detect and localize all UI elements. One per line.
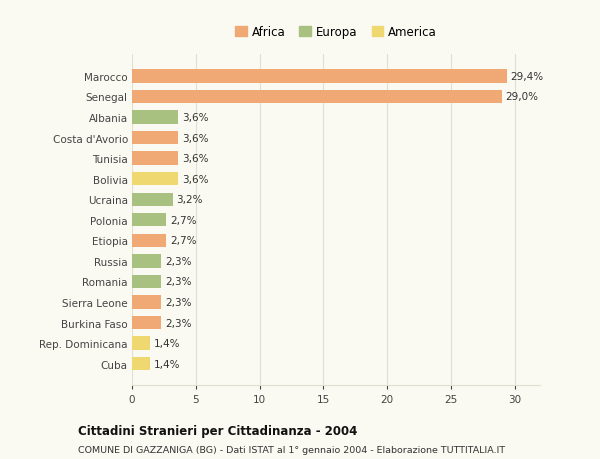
Text: 3,6%: 3,6% bbox=[182, 174, 208, 185]
Text: 2,7%: 2,7% bbox=[170, 236, 197, 246]
Bar bbox=[132, 255, 161, 268]
Bar bbox=[132, 173, 178, 186]
Text: 1,4%: 1,4% bbox=[154, 338, 180, 348]
Text: 3,2%: 3,2% bbox=[176, 195, 203, 205]
Bar bbox=[132, 111, 178, 124]
Text: 3,6%: 3,6% bbox=[182, 113, 208, 123]
Bar bbox=[132, 90, 502, 104]
Bar bbox=[132, 337, 150, 350]
Legend: Africa, Europa, America: Africa, Europa, America bbox=[230, 21, 442, 44]
Bar bbox=[132, 296, 161, 309]
Bar bbox=[132, 132, 178, 145]
Text: 2,3%: 2,3% bbox=[165, 256, 191, 266]
Text: 3,6%: 3,6% bbox=[182, 154, 208, 164]
Bar bbox=[132, 316, 161, 330]
Bar bbox=[132, 70, 507, 84]
Text: 2,7%: 2,7% bbox=[170, 215, 197, 225]
Text: 1,4%: 1,4% bbox=[154, 359, 180, 369]
Bar bbox=[132, 275, 161, 289]
Text: 2,3%: 2,3% bbox=[165, 297, 191, 308]
Bar bbox=[132, 193, 173, 207]
Text: 3,6%: 3,6% bbox=[182, 133, 208, 143]
Bar bbox=[132, 152, 178, 165]
Text: 2,3%: 2,3% bbox=[165, 277, 191, 287]
Text: COMUNE DI GAZZANIGA (BG) - Dati ISTAT al 1° gennaio 2004 - Elaborazione TUTTITAL: COMUNE DI GAZZANIGA (BG) - Dati ISTAT al… bbox=[78, 445, 505, 454]
Text: Cittadini Stranieri per Cittadinanza - 2004: Cittadini Stranieri per Cittadinanza - 2… bbox=[78, 425, 358, 437]
Bar bbox=[132, 234, 166, 247]
Bar bbox=[132, 213, 166, 227]
Text: 29,4%: 29,4% bbox=[511, 72, 544, 82]
Text: 2,3%: 2,3% bbox=[165, 318, 191, 328]
Bar bbox=[132, 357, 150, 370]
Text: 29,0%: 29,0% bbox=[506, 92, 539, 102]
